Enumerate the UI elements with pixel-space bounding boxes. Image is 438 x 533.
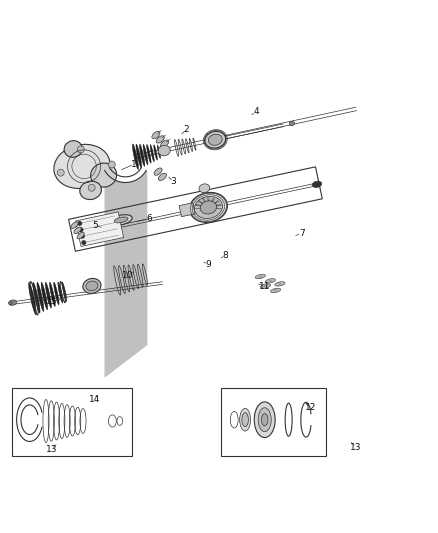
Ellipse shape bbox=[261, 414, 268, 426]
Ellipse shape bbox=[54, 282, 59, 305]
Ellipse shape bbox=[242, 413, 248, 426]
Text: 12: 12 bbox=[305, 403, 316, 413]
Text: 7: 7 bbox=[299, 229, 304, 238]
Ellipse shape bbox=[312, 181, 322, 188]
Ellipse shape bbox=[200, 201, 217, 214]
Bar bbox=[12, 389, 132, 456]
Ellipse shape bbox=[45, 282, 51, 308]
Text: 4: 4 bbox=[253, 108, 259, 117]
Circle shape bbox=[79, 228, 83, 231]
Ellipse shape bbox=[114, 217, 128, 223]
Ellipse shape bbox=[254, 402, 275, 438]
Ellipse shape bbox=[91, 163, 117, 187]
Circle shape bbox=[88, 184, 95, 191]
Text: 1: 1 bbox=[131, 160, 137, 169]
Ellipse shape bbox=[28, 282, 36, 315]
Ellipse shape bbox=[265, 279, 276, 283]
Ellipse shape bbox=[156, 136, 164, 143]
Ellipse shape bbox=[64, 141, 82, 157]
Polygon shape bbox=[179, 203, 195, 217]
Circle shape bbox=[78, 222, 81, 225]
Circle shape bbox=[81, 235, 84, 238]
Ellipse shape bbox=[199, 184, 210, 192]
Text: 13: 13 bbox=[350, 442, 362, 451]
Text: 13: 13 bbox=[46, 445, 57, 454]
Ellipse shape bbox=[77, 232, 84, 239]
Text: 15: 15 bbox=[46, 297, 57, 306]
Ellipse shape bbox=[261, 284, 271, 288]
Ellipse shape bbox=[62, 282, 67, 302]
Ellipse shape bbox=[275, 282, 285, 286]
Bar bbox=[221, 389, 325, 456]
Ellipse shape bbox=[208, 134, 222, 146]
Ellipse shape bbox=[152, 132, 160, 139]
Ellipse shape bbox=[71, 222, 78, 229]
Ellipse shape bbox=[205, 131, 226, 148]
Text: 14: 14 bbox=[89, 395, 101, 403]
Text: 5: 5 bbox=[92, 221, 98, 230]
Ellipse shape bbox=[9, 300, 17, 305]
Ellipse shape bbox=[255, 274, 265, 279]
Ellipse shape bbox=[49, 282, 55, 306]
Ellipse shape bbox=[190, 192, 227, 222]
Ellipse shape bbox=[150, 144, 154, 161]
Ellipse shape bbox=[157, 145, 160, 158]
Ellipse shape bbox=[140, 144, 145, 166]
Circle shape bbox=[57, 169, 64, 176]
Ellipse shape bbox=[270, 288, 281, 293]
Circle shape bbox=[78, 146, 84, 153]
Ellipse shape bbox=[33, 282, 40, 313]
Circle shape bbox=[108, 161, 115, 168]
Ellipse shape bbox=[158, 146, 170, 156]
Ellipse shape bbox=[159, 173, 166, 181]
Text: 6: 6 bbox=[146, 214, 152, 223]
Ellipse shape bbox=[194, 196, 223, 219]
Ellipse shape bbox=[83, 278, 101, 293]
Ellipse shape bbox=[9, 302, 12, 304]
Ellipse shape bbox=[143, 144, 148, 165]
Ellipse shape bbox=[147, 144, 151, 163]
Polygon shape bbox=[76, 212, 124, 246]
Ellipse shape bbox=[240, 408, 251, 431]
Ellipse shape bbox=[132, 144, 138, 169]
Ellipse shape bbox=[258, 408, 271, 432]
Ellipse shape bbox=[110, 215, 132, 225]
Ellipse shape bbox=[161, 140, 169, 148]
Ellipse shape bbox=[136, 144, 141, 168]
Ellipse shape bbox=[154, 145, 157, 160]
Ellipse shape bbox=[58, 282, 63, 303]
Ellipse shape bbox=[154, 168, 162, 175]
Ellipse shape bbox=[86, 281, 98, 291]
Text: 8: 8 bbox=[223, 251, 228, 260]
Text: 11: 11 bbox=[259, 281, 270, 290]
Ellipse shape bbox=[290, 121, 294, 126]
Ellipse shape bbox=[74, 227, 81, 233]
Text: 2: 2 bbox=[184, 125, 189, 134]
Circle shape bbox=[82, 241, 85, 244]
Text: 10: 10 bbox=[122, 271, 133, 280]
Text: 3: 3 bbox=[170, 177, 176, 186]
Text: 9: 9 bbox=[205, 260, 211, 269]
Ellipse shape bbox=[54, 144, 110, 189]
Ellipse shape bbox=[80, 181, 102, 199]
Ellipse shape bbox=[41, 282, 48, 310]
Ellipse shape bbox=[37, 282, 44, 311]
